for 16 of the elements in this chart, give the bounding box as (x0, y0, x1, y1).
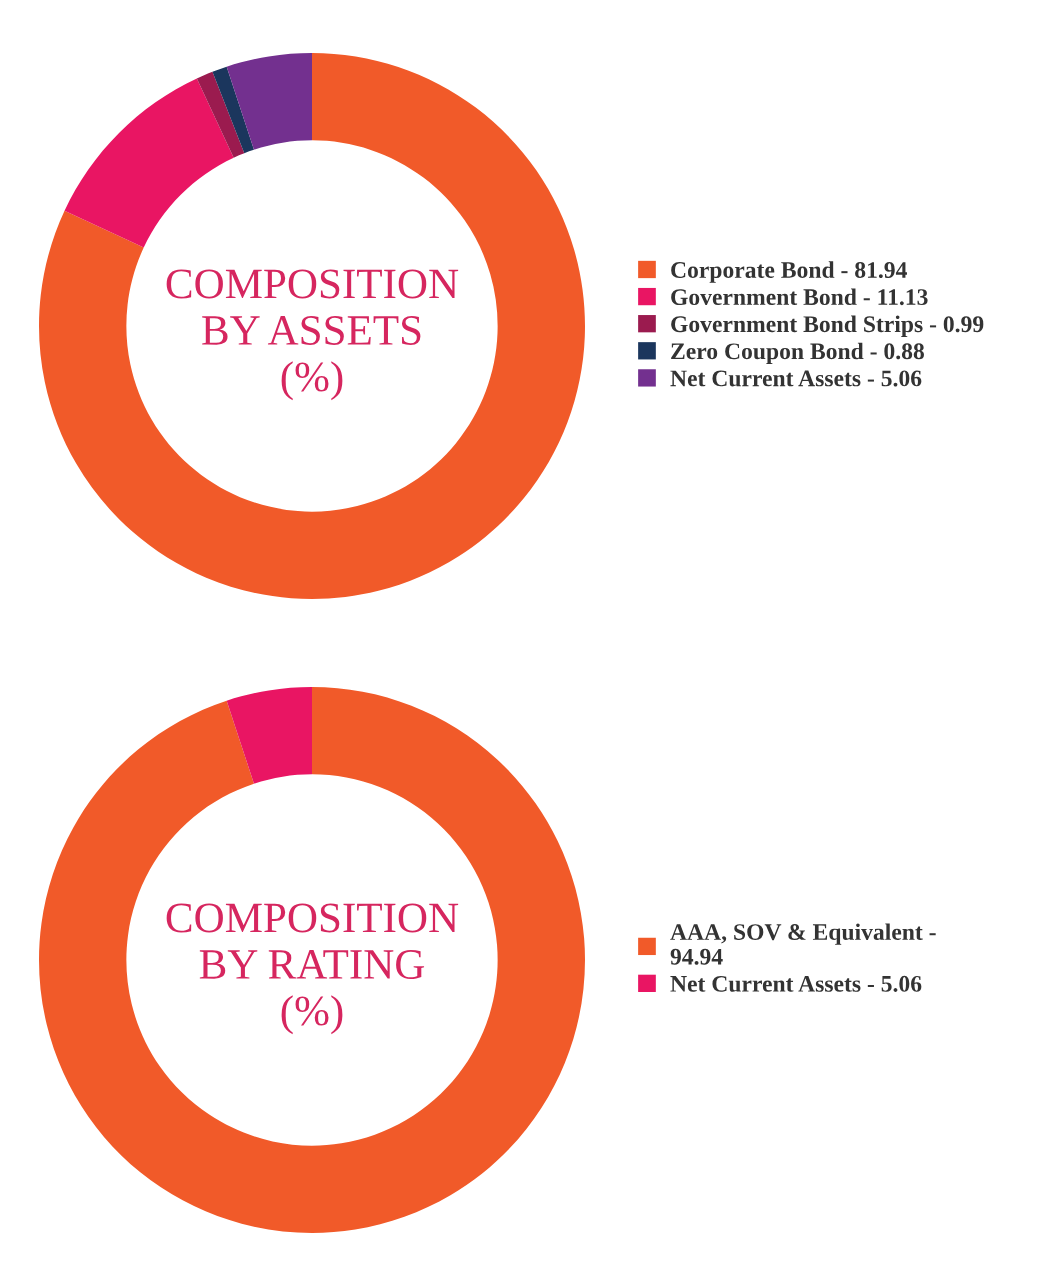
legend-label: Corporate Bond - 81.94 (671, 261, 907, 283)
legend-label: Government Bond - 11.13 (671, 288, 928, 306)
legend-label: Government Bond Strips - 0.99 (671, 315, 984, 337)
legend-label: Net Current Assets - 5.06 (670, 370, 922, 387)
donut-slice (226, 687, 312, 784)
donut-slice (226, 53, 312, 150)
legend-label: Net Current Assets - 5.06 (670, 975, 922, 992)
donut-slice (39, 53, 585, 599)
legend-label: Zero Coupon Bond - 0.88 (671, 342, 924, 365)
text: COMPOSITION BY RATING (%) (166, 903, 459, 1035)
donut-slice (196, 71, 245, 158)
donut-slice (212, 66, 254, 154)
legend-label: AAA, SOV & Equivalent - 94.94 (670, 923, 936, 965)
donut-slice (39, 687, 585, 1233)
donut-slice (64, 78, 234, 248)
text: COMPOSITION BY ASSETS (%) (166, 269, 459, 401)
